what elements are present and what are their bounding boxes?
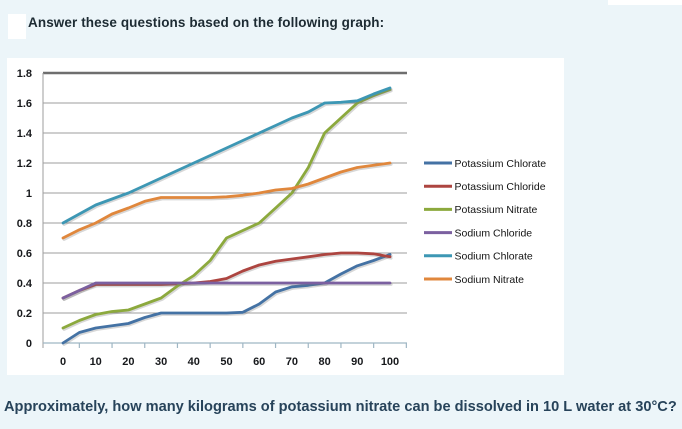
series-shadow-potassium-chlorate [62,254,393,346]
y-tick-label: 0 [26,338,32,350]
x-tick-label: 20 [122,356,134,368]
y-tick-label: 1.2 [17,158,32,170]
series-shadow-sodium-chlorate [62,87,393,226]
x-tick-label: 30 [155,356,167,368]
y-tick-label: 1.8 [17,68,32,80]
x-tick-label: 70 [286,356,298,368]
y-tick-label: 1 [26,188,32,200]
y-tick-label: 0.6 [17,248,32,260]
legend-label-potassium-nitrate: Potassium Nitrate [455,204,538,216]
question-text: Approximately, how many kilograms of pot… [4,399,677,415]
series-line-potassium-nitrate [61,88,392,330]
solubility-line-chart: 0 0.2 0.4 0.6 0.8 1 1.2 1.4 1.6 1.8 0 10 20 30 40 50 60 7… [17,68,547,368]
x-tick-label: 50 [220,356,232,368]
chart-panel: 0 0.2 0.4 0.6 0.8 1 1.2 1.4 1.6 1.8 0 10 20 30 40 50 60 7… [7,58,564,375]
series-line-potassium-chloride [61,251,392,300]
x-tick-label: 10 [90,356,102,368]
series-shadow-sodium-nitrate [62,162,393,241]
y-tick-label: 0.8 [17,218,32,230]
series-line-sodium-chloride [61,281,392,300]
series-line-potassium-chlorate [61,253,392,345]
x-tick-label: 40 [188,356,200,368]
legend-label-sodium-chlorate: Sodium Chlorate [455,251,533,263]
legend-label-sodium-nitrate: Sodium Nitrate [455,274,525,286]
legend-label-potassium-chloride: Potassium Chloride [455,181,546,193]
series-line-sodium-nitrate [61,161,392,240]
y-tick-label: 1.4 [17,128,33,140]
white-artifact-block [8,14,26,39]
y-tick-label: 1.6 [17,98,32,110]
x-tick-label: 60 [253,356,265,368]
series-shadow-potassium-nitrate [62,89,393,331]
x-tick-label: 0 [60,356,66,368]
series-line-sodium-chlorate [61,86,392,225]
legend-label-sodium-chloride: Sodium Chloride [455,227,533,239]
page-title: Answer these questions based on the foll… [28,15,385,30]
y-tick-label: 0.2 [17,308,32,320]
legend-label-potassium-chlorate: Potassium Chlorate [455,158,547,170]
y-tick-label: 0.4 [17,278,33,290]
x-tick-label: 90 [351,356,363,368]
white-artifact-strip [608,0,682,5]
x-tick-label: 100 [381,356,399,368]
x-tick-label: 80 [318,356,330,368]
